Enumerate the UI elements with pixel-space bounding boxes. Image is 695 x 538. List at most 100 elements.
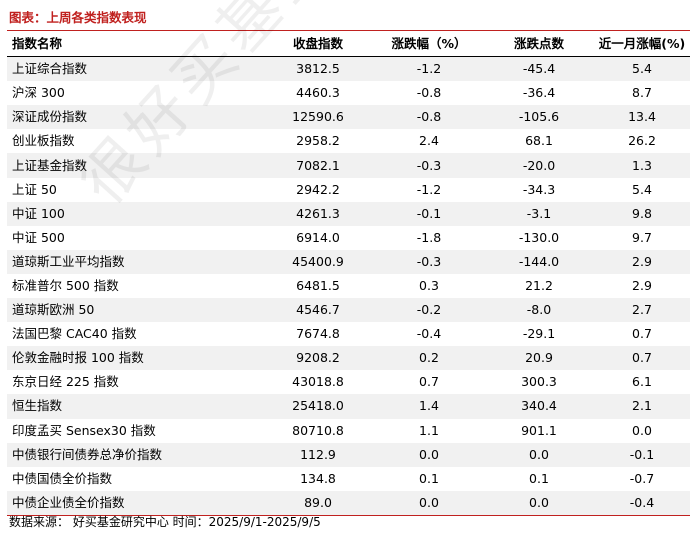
index-name-cell: 上证 50 <box>7 177 262 202</box>
month-change-cell: 2.1 <box>594 394 690 419</box>
change-pct-cell: -0.8 <box>374 81 484 106</box>
close-cell: 134.8 <box>262 466 374 491</box>
change-pct-cell: -1.2 <box>374 56 484 82</box>
index-performance-table: 指数名称 收盘指数 涨跌幅（%） 涨跌点数 近一月涨幅(%) 上证综合指数 381… <box>7 32 690 516</box>
change-pct-cell: 1.1 <box>374 418 484 443</box>
table-row: 道琼斯欧洲 50 4546.7 -0.2 -8.0 2.7 <box>7 298 690 323</box>
table-row: 中债企业债全价指数 89.0 0.0 0.0 -0.4 <box>7 490 690 516</box>
table-header-row: 指数名称 收盘指数 涨跌幅（%） 涨跌点数 近一月涨幅(%) <box>7 32 690 58</box>
change-points-cell: -20.0 <box>484 153 594 178</box>
month-change-cell: -0.1 <box>594 442 690 467</box>
change-points-cell: -105.6 <box>484 105 594 130</box>
change-points-cell: 300.3 <box>484 370 594 395</box>
table-row: 恒生指数 25418.0 1.4 340.4 2.1 <box>7 394 690 419</box>
close-cell: 2958.2 <box>262 129 374 154</box>
index-name-cell: 深证成份指数 <box>7 105 262 130</box>
change-pct-cell: 0.7 <box>374 370 484 395</box>
index-name-cell: 印度孟买 Sensex30 指数 <box>7 418 262 443</box>
change-points-cell: 0.1 <box>484 466 594 491</box>
change-pct-cell: 0.0 <box>374 490 484 516</box>
table-row: 中债银行间债券总净价指数 112.9 0.0 0.0 -0.1 <box>7 442 690 467</box>
month-change-cell: -0.4 <box>594 490 690 516</box>
index-name-cell: 恒生指数 <box>7 394 262 419</box>
index-name-cell: 法国巴黎 CAC40 指数 <box>7 322 262 347</box>
change-points-cell: 68.1 <box>484 129 594 154</box>
change-pct-cell: -0.2 <box>374 298 484 323</box>
month-change-cell: 5.4 <box>594 56 690 82</box>
table-body: 上证综合指数 3812.5 -1.2 -45.4 5.4 沪深 300 4460.3 -0.8… <box>7 56 690 516</box>
index-name-cell: 伦敦金融时报 100 指数 <box>7 346 262 371</box>
change-points-cell: -45.4 <box>484 56 594 82</box>
close-cell: 6914.0 <box>262 225 374 250</box>
month-change-cell: 6.1 <box>594 370 690 395</box>
table-title: 图表：上周各类指数表现 <box>9 10 147 25</box>
change-pct-cell: 0.3 <box>374 273 484 299</box>
change-pct-cell: -0.4 <box>374 322 484 347</box>
month-change-cell: 9.8 <box>594 201 690 226</box>
month-change-cell: 2.9 <box>594 249 690 274</box>
change-pct-cell: -1.2 <box>374 177 484 202</box>
close-cell: 45400.9 <box>262 249 374 274</box>
index-name-cell: 沪深 300 <box>7 81 262 106</box>
change-points-cell: -34.3 <box>484 177 594 202</box>
change-points-cell: -36.4 <box>484 81 594 106</box>
close-cell: 2942.2 <box>262 177 374 202</box>
table-row: 印度孟买 Sensex30 指数 80710.8 1.1 901.1 0.0 <box>7 418 690 443</box>
table-row: 道琼斯工业平均指数 45400.9 -0.3 -144.0 2.9 <box>7 249 690 274</box>
month-change-cell: -0.7 <box>594 466 690 491</box>
change-points-cell: -8.0 <box>484 298 594 323</box>
change-pct-cell: -0.3 <box>374 249 484 274</box>
change-pct-cell: 2.4 <box>374 129 484 154</box>
month-change-cell: 2.9 <box>594 273 690 299</box>
index-name-cell: 东京日经 225 指数 <box>7 370 262 395</box>
change-pct-cell: -0.8 <box>374 105 484 130</box>
table-row: 上证综合指数 3812.5 -1.2 -45.4 5.4 <box>7 56 690 82</box>
close-cell: 80710.8 <box>262 418 374 443</box>
close-cell: 112.9 <box>262 442 374 467</box>
close-cell: 43018.8 <box>262 370 374 395</box>
index-name-cell: 创业板指数 <box>7 129 262 154</box>
month-change-cell: 0.7 <box>594 346 690 371</box>
header-change-points: 涨跌点数 <box>484 32 594 58</box>
change-points-cell: -3.1 <box>484 201 594 226</box>
change-pct-cell: 0.0 <box>374 442 484 467</box>
header-close: 收盘指数 <box>262 32 374 58</box>
header-index-name: 指数名称 <box>7 32 262 58</box>
month-change-cell: 2.7 <box>594 298 690 323</box>
month-change-cell: 13.4 <box>594 105 690 130</box>
table-row: 法国巴黎 CAC40 指数 7674.8 -0.4 -29.1 0.7 <box>7 322 690 347</box>
change-pct-cell: -0.1 <box>374 201 484 226</box>
index-name-cell: 上证综合指数 <box>7 56 262 82</box>
close-cell: 4261.3 <box>262 201 374 226</box>
close-cell: 25418.0 <box>262 394 374 419</box>
table-row: 上证基金指数 7082.1 -0.3 -20.0 1.3 <box>7 153 690 178</box>
index-name-cell: 中债国债全价指数 <box>7 466 262 491</box>
change-pct-cell: 0.2 <box>374 346 484 371</box>
header-change-pct: 涨跌幅（%） <box>374 32 484 58</box>
change-points-cell: -144.0 <box>484 249 594 274</box>
table-row: 上证 50 2942.2 -1.2 -34.3 5.4 <box>7 177 690 202</box>
index-name-cell: 标准普尔 500 指数 <box>7 273 262 299</box>
change-pct-cell: 1.4 <box>374 394 484 419</box>
change-points-cell: 20.9 <box>484 346 594 371</box>
index-name-cell: 道琼斯欧洲 50 <box>7 298 262 323</box>
close-cell: 6481.5 <box>262 273 374 299</box>
change-points-cell: 340.4 <box>484 394 594 419</box>
change-points-cell: -130.0 <box>484 225 594 250</box>
table-row: 中债国债全价指数 134.8 0.1 0.1 -0.7 <box>7 466 690 491</box>
month-change-cell: 1.3 <box>594 153 690 178</box>
index-name-cell: 中债银行间债券总净价指数 <box>7 442 262 467</box>
table-row: 标准普尔 500 指数 6481.5 0.3 21.2 2.9 <box>7 273 690 299</box>
close-cell: 4460.3 <box>262 81 374 106</box>
close-cell: 3812.5 <box>262 56 374 82</box>
header-month-change: 近一月涨幅(%) <box>594 32 690 58</box>
close-cell: 12590.6 <box>262 105 374 130</box>
table-row: 东京日经 225 指数 43018.8 0.7 300.3 6.1 <box>7 370 690 395</box>
close-cell: 89.0 <box>262 490 374 516</box>
index-name-cell: 中证 100 <box>7 201 262 226</box>
title-divider <box>7 30 690 31</box>
change-pct-cell: 0.1 <box>374 466 484 491</box>
close-cell: 9208.2 <box>262 346 374 371</box>
change-points-cell: 0.0 <box>484 442 594 467</box>
index-name-cell: 中债企业债全价指数 <box>7 490 262 516</box>
